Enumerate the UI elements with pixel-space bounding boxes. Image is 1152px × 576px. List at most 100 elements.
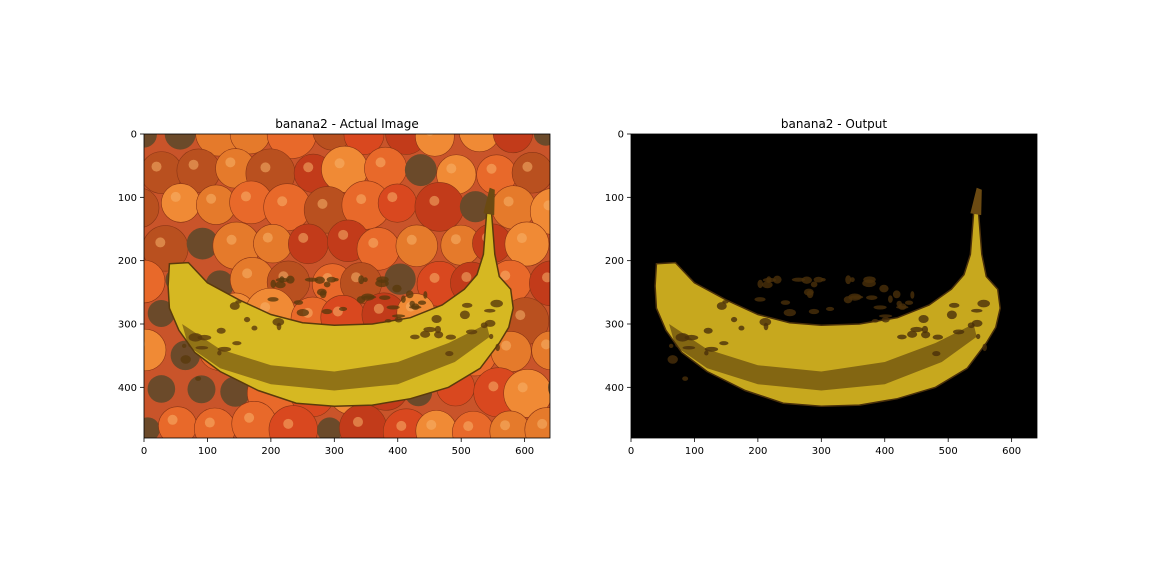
apple-highlight [541, 339, 550, 350]
apple-highlight [375, 157, 386, 168]
apple-highlight [134, 270, 144, 280]
banana-spot [813, 276, 824, 283]
banana-spot [704, 350, 709, 356]
banana-spot [314, 276, 325, 284]
y-axis: 0 100 200 300 400 [605, 130, 631, 394]
banana-spot [848, 293, 862, 301]
apple [144, 328, 167, 372]
banana-spot [423, 291, 428, 299]
apple-highlight [463, 421, 474, 432]
apple-highlight [446, 163, 457, 174]
apple-highlight [188, 159, 199, 170]
apple-highlight [373, 303, 384, 314]
actual-image [134, 122, 550, 438]
banana [167, 187, 514, 408]
banana-spot [910, 326, 923, 333]
y-tick-label: 400 [118, 383, 137, 394]
apple-highlight [283, 418, 294, 429]
apple-highlight [260, 302, 271, 313]
banana-spot [682, 376, 689, 381]
apple-highlight [522, 161, 533, 172]
banana-spot [862, 279, 876, 288]
banana-spot [803, 288, 814, 296]
banana-spot [232, 341, 242, 346]
apple-highlight [352, 416, 363, 427]
x-tick-label: 600 [515, 446, 534, 457]
apple-highlight [486, 163, 497, 174]
pinecone [317, 417, 343, 438]
apple-highlight [277, 196, 288, 207]
banana-spot [405, 290, 414, 299]
apple-highlight [242, 268, 253, 279]
banana-spot [921, 331, 931, 339]
banana-spot [780, 300, 791, 305]
apple-highlight [503, 122, 513, 132]
apple-highlight [240, 123, 250, 133]
banana-spot [484, 319, 496, 327]
y-tick-label: 300 [605, 320, 624, 331]
apple-highlight [429, 272, 440, 283]
banana-spot [668, 343, 674, 348]
banana-spot [716, 302, 727, 310]
banana-spot [772, 275, 782, 284]
x-axis: 0 100 200 300 400 500 600 [628, 438, 1021, 457]
actual-image-panel: banana2 - Actual Image 0 100 200 300 400 500 6… [118, 117, 551, 457]
pinecone [459, 191, 492, 223]
x-tick-label: 100 [685, 446, 704, 457]
banana-spot [235, 300, 242, 304]
banana-spot [730, 316, 738, 323]
panel-title: banana2 - Actual Image [275, 117, 418, 131]
apple [288, 223, 329, 265]
apple [529, 188, 550, 235]
y-tick-label: 200 [605, 256, 624, 267]
apple-highlight [225, 157, 236, 168]
banana-spot [971, 319, 983, 327]
pinecone [533, 134, 550, 146]
x-tick-label: 300 [325, 446, 344, 457]
banana-stem [970, 187, 982, 216]
banana-stem [483, 187, 495, 216]
banana-spot [293, 300, 304, 305]
axes-frame [143, 133, 551, 439]
banana-spot [423, 326, 436, 333]
banana-spot [445, 334, 457, 340]
apple [377, 183, 417, 223]
apple-highlight [406, 234, 417, 245]
y-tick-label: 100 [118, 193, 137, 204]
banana-spot [932, 351, 941, 357]
banana-spot [977, 299, 990, 308]
banana-spot [801, 276, 812, 284]
x-tick-label: 200 [261, 446, 280, 457]
banana-spot [276, 322, 282, 331]
banana-spot [461, 302, 473, 308]
apple-highlight [501, 340, 512, 351]
apple-highlight [517, 382, 528, 393]
x-tick-label: 200 [748, 446, 767, 457]
y-tick-label: 100 [605, 193, 624, 204]
axes-frame [630, 133, 1038, 439]
apple [395, 224, 438, 267]
x-tick-label: 600 [1002, 446, 1021, 457]
apple-highlight [368, 237, 379, 248]
apple-highlight [226, 234, 237, 245]
banana-spot [275, 281, 286, 289]
apple-highlight [262, 232, 273, 243]
banana-spot [217, 346, 232, 352]
banana-spot [907, 330, 918, 338]
apple [531, 330, 550, 371]
banana-spot [879, 284, 889, 293]
apple [144, 259, 166, 304]
apple [253, 224, 293, 264]
banana [654, 187, 1001, 408]
banana-spot [361, 293, 375, 301]
banana-spot [946, 310, 957, 320]
banana-spot [682, 345, 696, 350]
apple-highlight [450, 234, 461, 245]
banana-spot [808, 308, 820, 315]
output-image-panel: banana2 - Output 0 100 200 300 400 500 600 0 10… [605, 117, 1038, 457]
banana-spot [180, 355, 191, 364]
pinecone [404, 154, 437, 187]
apple-highlight [260, 162, 271, 173]
apple [415, 410, 458, 438]
